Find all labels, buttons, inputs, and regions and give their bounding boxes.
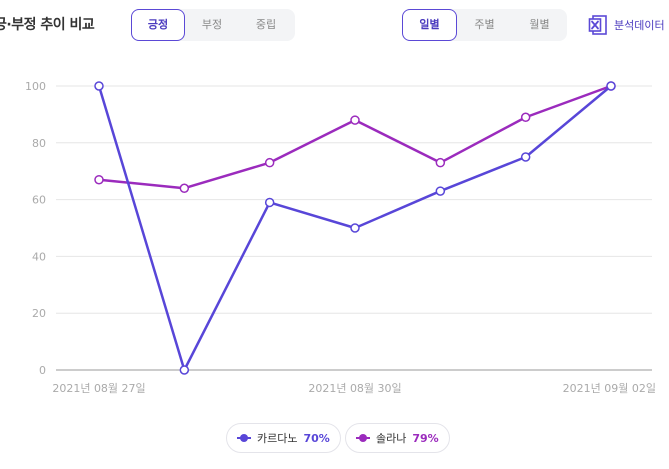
y-tick-label: 100 <box>25 80 46 93</box>
tab-monthly[interactable]: 월별 <box>529 18 550 31</box>
y-tick-label: 40 <box>32 250 46 263</box>
x-tick-label: 2021년 09월 02일 <box>563 381 656 395</box>
tab-daily[interactable]: 일별 <box>402 9 457 41</box>
x-tick-label: 2021년 08월 30일 <box>308 381 401 395</box>
tab-negative[interactable]: 부정 <box>201 18 223 31</box>
series-2-point <box>435 157 446 168</box>
tab-positive[interactable]: 긍정 <box>131 9 185 41</box>
series-1-point <box>94 81 104 91</box>
legend-percent: 79% <box>412 431 439 445</box>
legend-item-series-2[interactable]: 솔라나 79% <box>345 423 450 453</box>
x-tick-label: 2021년 08월 27일 <box>52 381 145 395</box>
series-1-point <box>606 81 616 91</box>
series-1-point <box>264 197 275 208</box>
legend-item-series-1[interactable]: 카르다노 70% <box>226 423 341 453</box>
series-2-point <box>179 183 190 193</box>
sentiment-tab-group: 긍정 부정 중립 <box>131 9 295 41</box>
excel-icon <box>588 15 607 35</box>
tab-neutral[interactable]: 중립 <box>255 18 277 31</box>
legend-label: 카르다노 <box>257 432 298 445</box>
series-2-swatch <box>356 434 370 442</box>
y-tick-label: 80 <box>32 137 46 150</box>
line-chart: 0 20 40 60 80 100 2021년 08월 27일 2021년 08월 30일 20… <box>25 80 656 395</box>
series-1-point <box>520 152 531 162</box>
series-2-point <box>264 157 275 168</box>
series-1-point <box>350 223 360 233</box>
y-tick-label: 60 <box>32 194 46 207</box>
series-2-point <box>350 115 360 125</box>
legend-label: 솔라나 <box>376 432 407 445</box>
series-2-line <box>98 84 612 190</box>
series-2-point <box>94 174 104 185</box>
series-1-point <box>179 365 190 375</box>
tab-weekly[interactable]: 주별 <box>474 18 495 31</box>
y-tick-label: 0 <box>39 364 46 377</box>
series-2-point <box>520 112 531 122</box>
y-tick-label: 20 <box>32 307 46 320</box>
series-1-point <box>435 186 446 196</box>
period-tab-group: 일별 주별 월별 <box>402 9 567 41</box>
export-data-button[interactable]: 분석데이터 <box>588 14 665 36</box>
page-title: 긍·부정 추이 비교 <box>0 17 95 33</box>
series-1-swatch <box>237 434 251 442</box>
export-label: 분석데이터 <box>614 19 665 32</box>
legend-percent: 70% <box>303 431 330 445</box>
